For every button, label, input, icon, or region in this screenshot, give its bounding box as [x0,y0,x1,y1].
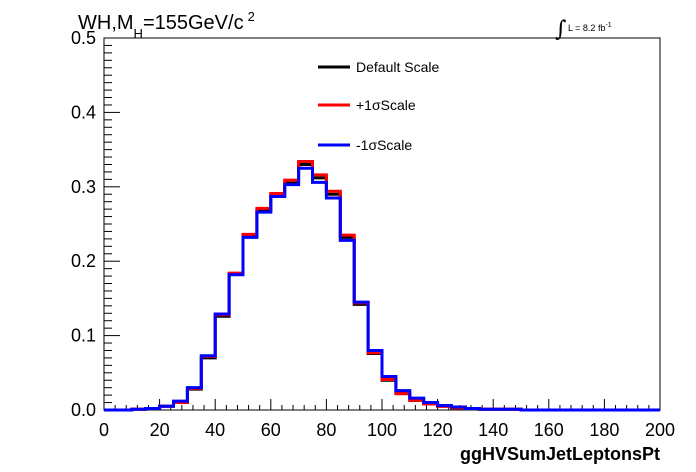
legend-label-1-scale: +1σScale [356,97,416,113]
y-tick-label: 0.2 [71,251,96,271]
y-tick-label: 0.4 [71,102,96,122]
legend: Default Scale +1σScale -1σScale [318,59,439,153]
x-axis-title: ggHVSumJetLeptonsPt [460,444,660,464]
x-tick-label: 200 [645,420,675,440]
x-tick-label: 80 [316,420,336,440]
legend-label-1-scale: -1σScale [356,137,412,153]
x-tick-label: 160 [534,420,564,440]
x-tick-label: 60 [261,420,281,440]
series-line-1-scale [104,166,660,412]
y-tick-label: 0.1 [71,326,96,346]
legend-label-default-scale: Default Scale [356,59,439,75]
x-tick-label: 140 [478,420,508,440]
chart-title: WH,MH=155GeV/c 2 [78,9,255,41]
x-tick-label: 120 [423,420,453,440]
y-tick-label: 0.3 [71,177,96,197]
integral-symbol: ∫ [555,17,567,42]
x-tick-label: 100 [367,420,397,440]
y-tick-label: 0.0 [71,400,96,420]
y-axis: 0.0 0.1 0.2 0.3 0.4 0.5 [71,28,120,420]
x-tick-label: 180 [589,420,619,440]
x-axis: 0 20 40 60 80 100 120 140 160 180 200 [99,399,675,440]
y-tick-label: 0.5 [71,28,96,48]
x-tick-label: 40 [205,420,225,440]
x-tick-label: 0 [99,420,109,440]
lumi-text: L = 8.2 fb-1 [568,22,612,33]
luminosity-label: ∫ L = 8.2 fb-1 [555,17,612,42]
series-layer [104,160,660,412]
x-tick-label: 20 [150,420,170,440]
